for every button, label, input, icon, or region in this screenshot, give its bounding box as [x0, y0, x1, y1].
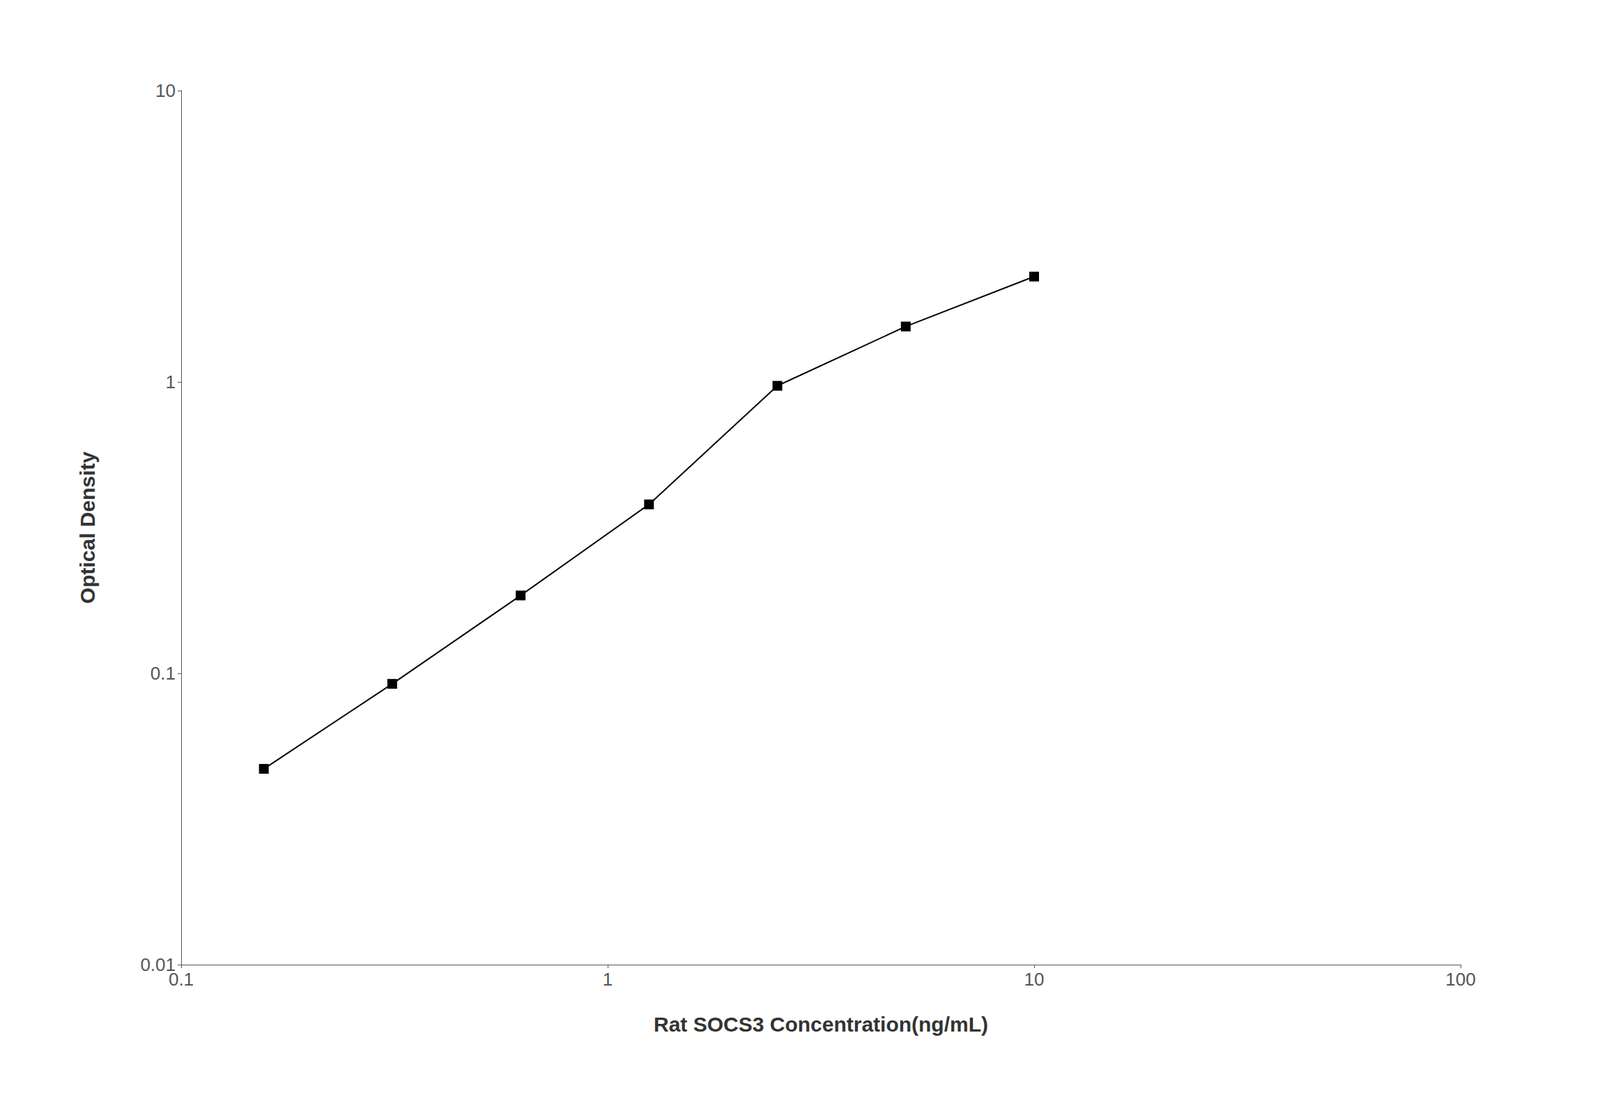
- svg-text:1: 1: [165, 371, 176, 393]
- svg-text:1: 1: [602, 968, 613, 990]
- svg-text:0.1: 0.1: [150, 662, 176, 684]
- svg-text:100: 100: [1445, 968, 1476, 990]
- svg-text:Optical Density: Optical Density: [75, 450, 99, 604]
- svg-text:0.01: 0.01: [140, 954, 176, 975]
- svg-text:10: 10: [155, 80, 176, 102]
- svg-text:10: 10: [1024, 968, 1045, 990]
- svg-text:Rat SOCS3 Concentration(ng/mL): Rat SOCS3 Concentration(ng/mL): [653, 1012, 989, 1036]
- svg-text:0.1: 0.1: [168, 968, 194, 990]
